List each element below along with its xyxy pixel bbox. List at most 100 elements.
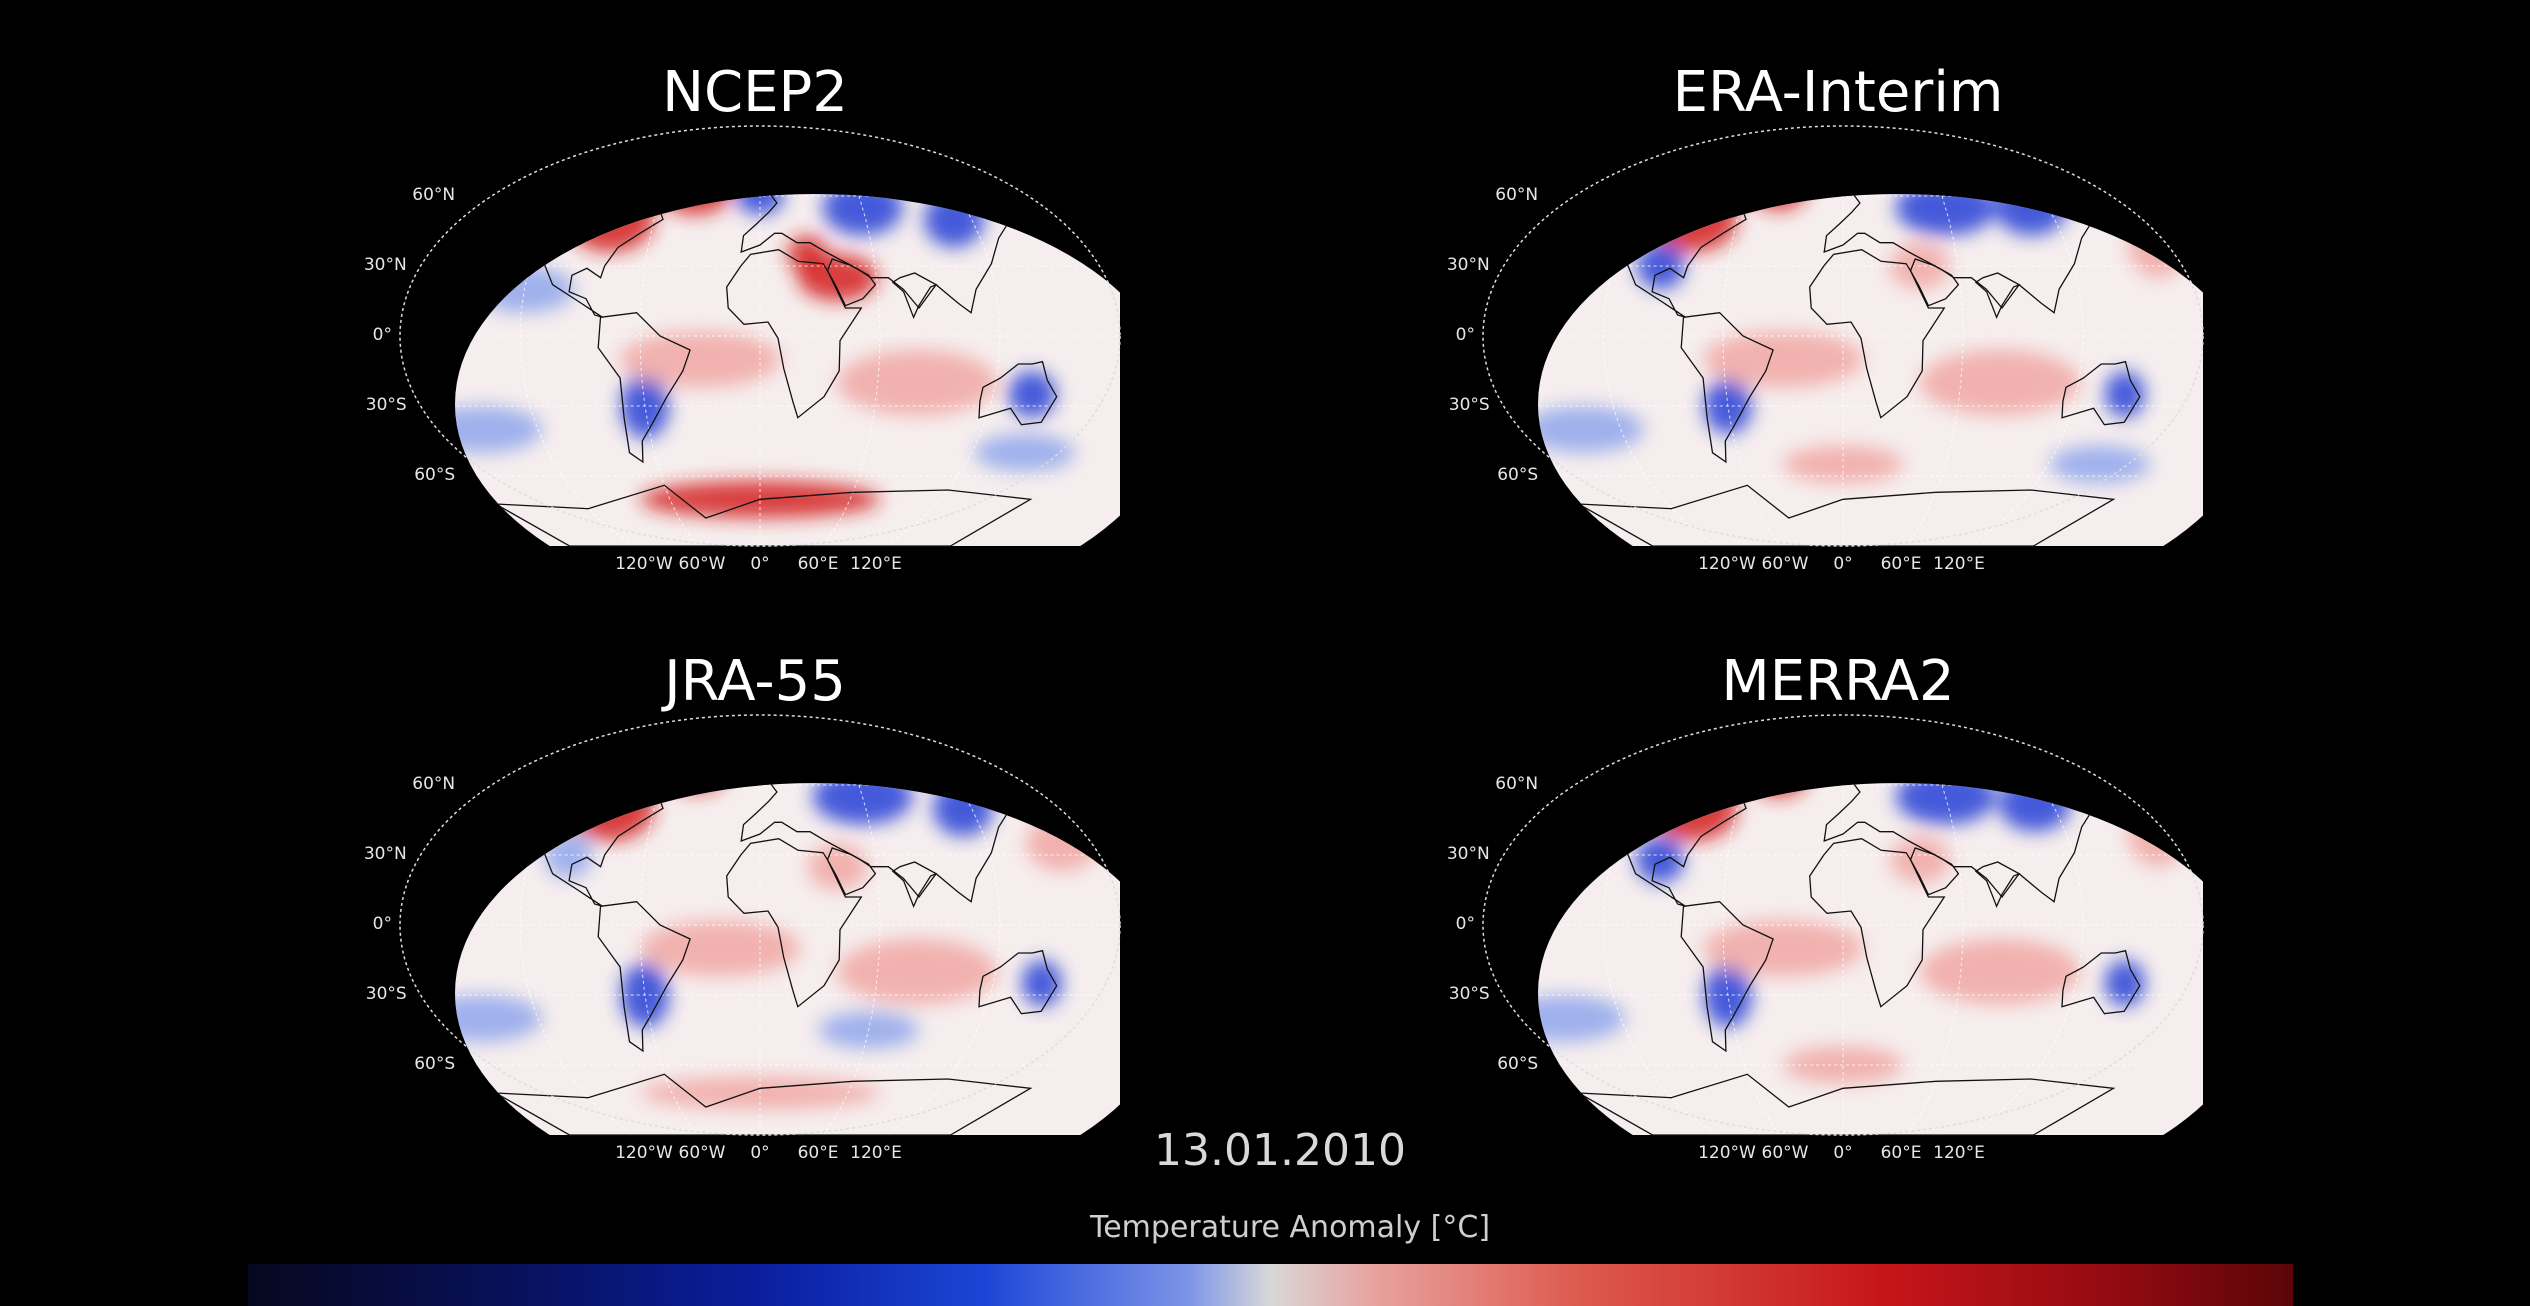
- anomaly-blob: [1995, 194, 2068, 236]
- colorbar-label: Temperature Anomaly [°C]: [1089, 1210, 1491, 1245]
- longitude-label: 60°W: [678, 554, 726, 574]
- coastline-india: [891, 861, 938, 908]
- graticule-line: [639, 783, 697, 1136]
- latitude-label: 60°S: [414, 1054, 456, 1074]
- coastline-eurasia: [1823, 194, 2126, 314]
- coastline-south-america: [597, 901, 691, 1053]
- world-map: [399, 125, 1121, 547]
- anomaly-blob: [1890, 836, 1951, 883]
- coastline-africa: [1809, 249, 1946, 419]
- panel-title: JRA-55: [664, 649, 846, 714]
- graticule-line: [1722, 194, 1780, 547]
- panel-title: NCEP2: [662, 60, 848, 125]
- latitude-label: 0°: [372, 914, 392, 934]
- longitude-label: 0°: [750, 1143, 770, 1163]
- anomaly-blob: [974, 434, 1075, 472]
- coastline-eurasia: [740, 783, 1043, 903]
- date-label: 13.01.2010: [1154, 1125, 1406, 1176]
- coastline-africa: [1809, 838, 1946, 1008]
- world-map: [399, 714, 1121, 1136]
- anomaly-blob: [1703, 331, 1864, 388]
- coastline-greenland: [1747, 194, 1818, 197]
- anomaly-blob: [504, 783, 605, 797]
- latitude-label: 30°N: [1446, 255, 1490, 275]
- anomaly-blob: [1750, 783, 1807, 797]
- graticule-line: [823, 194, 881, 547]
- longitude-label: 60°E: [797, 1143, 839, 1163]
- anomaly-blob: [924, 194, 985, 248]
- latitude-label: 0°: [372, 325, 392, 345]
- longitude-label: 60°W: [678, 1143, 726, 1163]
- graticule-line: [1906, 783, 1964, 1136]
- latitude-label: 30°N: [363, 255, 407, 275]
- anomaly-blob: [566, 194, 655, 253]
- anomaly-blob: [1750, 194, 1807, 211]
- world-map: [1482, 714, 2204, 1136]
- anomaly-blob: [566, 783, 655, 842]
- map-panel-merra2: MERRA2 60°N 30°N 0° 30°S 60°S 120°W 60°W 0° 60°E…: [1428, 647, 2248, 1207]
- anomaly-blob: [1026, 815, 1099, 872]
- anomaly-blob: [837, 939, 998, 1005]
- anomaly-blob: [1582, 783, 1683, 809]
- longitude-label: 0°: [1833, 1143, 1853, 1163]
- coastline-south-america: [597, 312, 691, 464]
- map-panel-era-interim: ERA-Interim 60°N 30°N 0° 30°S 60°S 120°W 60°W 0…: [1428, 58, 2248, 618]
- coastline-greenland: [664, 194, 735, 197]
- coastline-arabia: [1909, 847, 1960, 896]
- coastline-arabia: [826, 258, 877, 307]
- longitude-label: 120°E: [1933, 1143, 1985, 1163]
- anomaly-blob: [1920, 350, 2081, 416]
- anomaly-blob: [1538, 406, 1644, 453]
- anomaly-blob: [455, 406, 543, 453]
- anomaly-blob: [1649, 783, 1738, 842]
- graticule-line: [1722, 783, 1780, 1136]
- coastline-africa: [726, 249, 863, 419]
- coastline-greenland: [664, 783, 735, 786]
- longitude-label: 120°W: [1698, 1143, 1756, 1163]
- map-border: [399, 714, 1121, 1136]
- anomaly-blob: [2127, 796, 2188, 867]
- longitude-label: 60°E: [797, 554, 839, 574]
- coastline-india: [891, 272, 938, 319]
- colorbar: [248, 1264, 2293, 1306]
- latitude-label: 60°S: [1497, 465, 1539, 485]
- coastline-antarctica: [495, 1073, 1033, 1136]
- panel-title: ERA-Interim: [1672, 60, 2004, 125]
- coastline-arabia: [826, 847, 877, 896]
- coastline-south-america: [1680, 312, 1774, 464]
- longitude-label: 0°: [1833, 554, 1853, 574]
- anomaly-blob: [1920, 939, 2081, 1005]
- map-panel-jra-55: JRA-55 60°N 30°N 0° 30°S 60°S 120°W 60°W 0° 60°E…: [345, 647, 1165, 1207]
- longitude-label: 120°W: [1698, 554, 1756, 574]
- latitude-label: 60°S: [1497, 1054, 1539, 1074]
- longitude-label: 120°E: [1933, 554, 1985, 574]
- map-border: [399, 125, 1121, 547]
- anomaly-blob: [640, 920, 801, 977]
- latitude-label: 60°N: [412, 774, 456, 794]
- coastline-australia: [978, 360, 1058, 426]
- anomaly-blob: [668, 783, 725, 792]
- longitude-label: 0°: [750, 554, 770, 574]
- latitude-label: 60°N: [1495, 774, 1539, 794]
- anomaly-blob: [659, 194, 732, 215]
- longitude-label: 120°W: [615, 1143, 673, 1163]
- anomaly-blob: [1783, 445, 1903, 484]
- graticule-line: [1906, 194, 1964, 547]
- anomaly-blob: [2049, 445, 2150, 484]
- coastline-greenland: [1747, 783, 1818, 786]
- longitude-label: 60°E: [1880, 554, 1922, 574]
- anomaly-blob: [620, 331, 781, 388]
- latitude-label: 30°S: [1448, 395, 1490, 415]
- latitude-label: 0°: [1455, 325, 1475, 345]
- anomaly-blob: [837, 350, 998, 416]
- longitude-label: 60°W: [1761, 1143, 1809, 1163]
- latitude-label: 30°S: [365, 395, 407, 415]
- latitude-label: 30°S: [365, 984, 407, 1004]
- map-border: [1482, 714, 2204, 1136]
- anomaly-blob: [787, 235, 828, 273]
- coastline-australia: [978, 949, 1058, 1015]
- anomaly-blob: [1538, 995, 1626, 1042]
- coastline-arabia: [1909, 258, 1960, 307]
- anomaly-blob: [455, 995, 543, 1042]
- longitude-label: 120°W: [615, 554, 673, 574]
